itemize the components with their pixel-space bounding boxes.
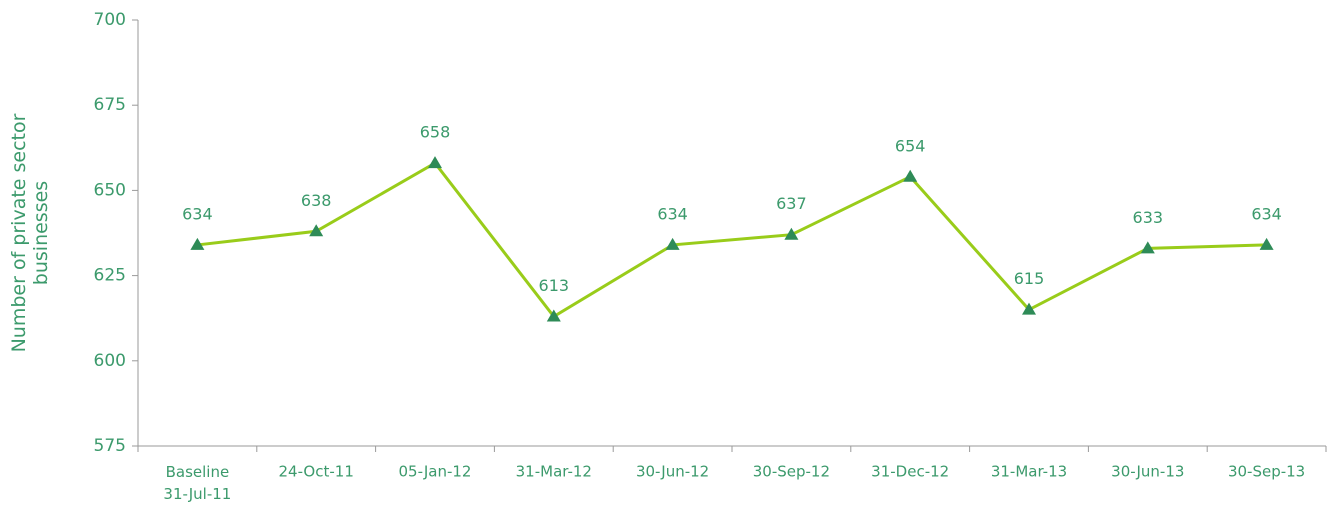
y-tick-label: 625 — [94, 266, 126, 286]
data-label: 638 — [301, 191, 332, 210]
marker — [428, 156, 442, 169]
marker — [190, 237, 205, 250]
data-label: 658 — [420, 123, 451, 142]
x-tick-label: 05-Jan-12 — [399, 463, 472, 481]
marker — [665, 237, 680, 250]
x-tick-label: 30-Jun-12 — [636, 463, 709, 481]
data-label: 633 — [1133, 208, 1164, 227]
x-tick-label: 31-Dec-12 — [871, 463, 949, 481]
y-tick-label: 600 — [94, 351, 126, 371]
x-tick-label: 31-Mar-12 — [516, 463, 592, 481]
x-tick-label: 30-Sep-13 — [1228, 463, 1305, 481]
data-label: 615 — [1014, 269, 1045, 288]
marker — [1140, 241, 1155, 254]
marker — [546, 309, 561, 322]
x-tick-label: Baseline 31-Jul-11 — [163, 463, 231, 503]
y-tick-label: 650 — [94, 180, 126, 200]
y-tick-label: 575 — [94, 436, 126, 456]
x-tick-label: 24-Oct-11 — [279, 463, 354, 481]
data-label: 654 — [895, 136, 926, 155]
data-label: 634 — [1251, 204, 1282, 223]
x-tick-label: 30-Sep-12 — [753, 463, 830, 481]
x-tick-label: 30-Jun-13 — [1111, 463, 1184, 481]
data-label: 634 — [182, 204, 213, 223]
x-tick-label: 31-Mar-13 — [991, 463, 1067, 481]
data-label: 637 — [776, 194, 807, 213]
line — [197, 161, 1267, 319]
y-axis-label: Number of private sectorbusinesses — [8, 113, 52, 352]
y-tick-label: 675 — [94, 95, 126, 115]
marker — [1022, 302, 1036, 315]
data-label: 634 — [657, 204, 688, 223]
data-label: 613 — [539, 276, 570, 295]
marker — [784, 227, 799, 240]
marker — [1259, 237, 1274, 250]
marker — [903, 169, 918, 182]
y-tick-label: 700 — [94, 10, 126, 30]
marker — [309, 224, 324, 237]
